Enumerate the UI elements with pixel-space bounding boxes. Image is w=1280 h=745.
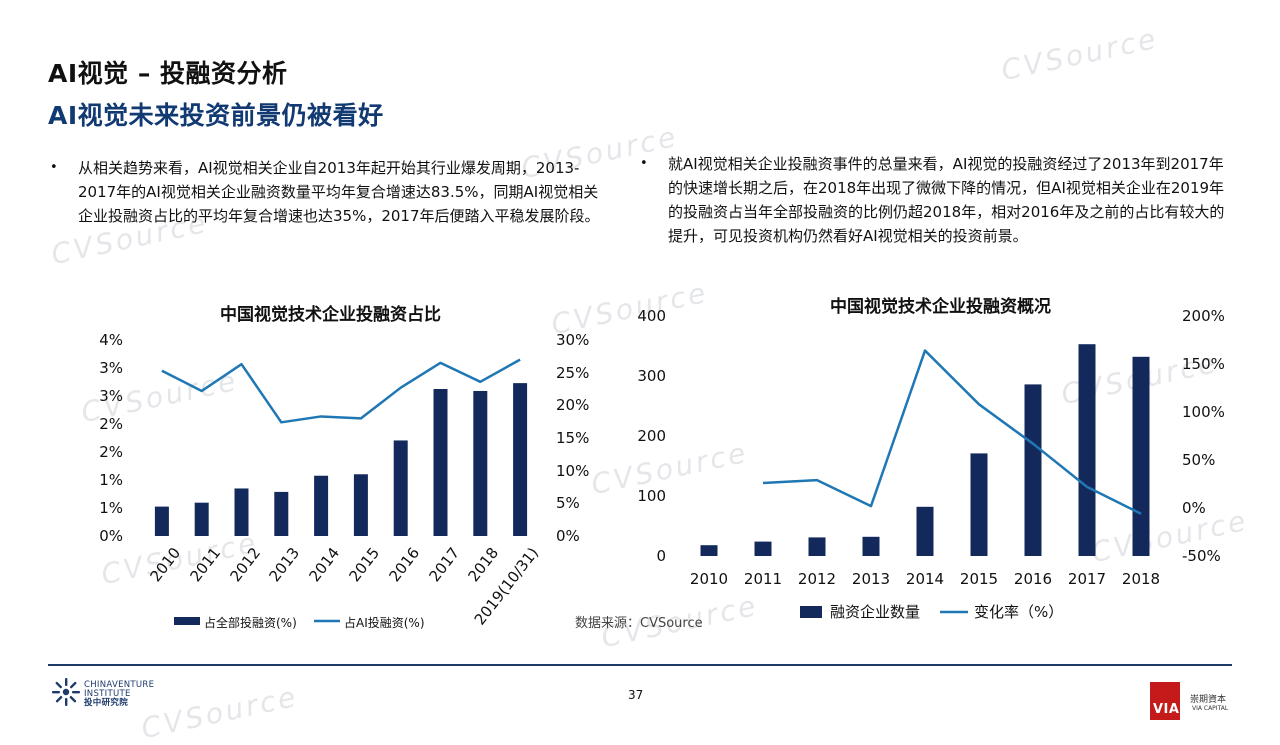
chart2-title: 中国视觉技术企业投融资概况 bbox=[830, 297, 1051, 317]
chart2-legend-line-label: 变化率（%） bbox=[974, 603, 1064, 621]
chart1-line bbox=[161, 358, 521, 424]
bullet-right: • 就AI视觉相关企业投融资事件的总量来看，AI视觉的投融资经过了2013年到2… bbox=[640, 152, 1234, 248]
chart2-right-tick: 0% bbox=[1182, 499, 1206, 517]
chart1-bar bbox=[433, 389, 448, 536]
chart2-bar bbox=[1132, 356, 1150, 556]
chart2-left-tick: 0 bbox=[656, 547, 666, 565]
chinaventure-logo-icon bbox=[52, 678, 80, 706]
chart1-left-tick: 2% bbox=[99, 443, 123, 461]
bullet-left-text: 从相关趋势来看，AI视觉相关企业自2013年起开始其行业爆发周期，2013-20… bbox=[78, 159, 600, 225]
chart2-legend-line-swatch bbox=[940, 610, 968, 614]
chart2-category-tick: 2012 bbox=[797, 570, 837, 588]
chart1-bar bbox=[154, 506, 169, 536]
chart2-bar bbox=[1024, 384, 1042, 556]
bullet-left: • 从相关趋势来看，AI视觉相关企业自2013年起开始其行业爆发周期，2013-… bbox=[50, 156, 612, 228]
chart1-plot bbox=[154, 358, 528, 536]
chart2-category-tick: 2018 bbox=[1121, 570, 1161, 588]
chart2-category-tick: 2010 bbox=[689, 570, 729, 588]
chart2-bar bbox=[862, 536, 880, 556]
chart2-category-tick: 2015 bbox=[959, 570, 999, 588]
chart2-category-tick: 2013 bbox=[851, 570, 891, 588]
chart2-category-tick: 2011 bbox=[743, 570, 783, 588]
chart1-left-tick: 3% bbox=[99, 387, 123, 405]
via-logo bbox=[1150, 682, 1180, 720]
chart1-left-tick: 0% bbox=[99, 527, 123, 545]
chart1-legend-bar-label: 占全部投融资(%) bbox=[204, 616, 297, 630]
chart-investment-overview: 中国视觉技术企业投融资概况 400 300 200 100 0 200% 150% 100%… bbox=[637, 297, 1225, 621]
chart1-right-tick: 25% bbox=[556, 363, 590, 382]
chart2-right-tick: -50% bbox=[1182, 547, 1221, 565]
chart2-right-tick: 50% bbox=[1182, 451, 1216, 469]
bullet-right-text: 就AI视觉相关企业投融资事件的总量来看，AI视觉的投融资经过了2013年到201… bbox=[668, 155, 1225, 245]
chart2-bar bbox=[1078, 344, 1096, 556]
chart2-left-tick: 200 bbox=[637, 427, 666, 445]
chart1-left-tick: 1% bbox=[99, 499, 123, 517]
chart2-category-tick: 2016 bbox=[1013, 570, 1053, 588]
chart1-bar bbox=[513, 383, 528, 536]
chart1-bar bbox=[393, 440, 408, 536]
chart1-bar bbox=[234, 488, 249, 536]
page-number: 37 bbox=[628, 688, 644, 702]
data-source: 数据来源：CVSource bbox=[575, 616, 703, 631]
watermark: CVSource bbox=[138, 679, 302, 745]
chart1-legend-line-label: 占AI投融资(%) bbox=[344, 616, 425, 630]
chart1-bar bbox=[194, 502, 209, 536]
chart1-title: 中国视觉技术企业投融资占比 bbox=[220, 305, 441, 325]
chart2-bar bbox=[916, 506, 934, 556]
chart2-bar bbox=[754, 541, 772, 556]
page-subtitle: AI视觉未来投资前景仍被看好 bbox=[48, 101, 384, 130]
chart1-left-tick: 2% bbox=[99, 415, 123, 433]
chart1-right-tick: 10% bbox=[556, 461, 590, 480]
chart2-category-tick: 2017 bbox=[1067, 570, 1107, 588]
chart1-right-tick: 5% bbox=[556, 494, 580, 513]
chart2-right-tick: 200% bbox=[1182, 307, 1225, 325]
bullet-dot: • bbox=[50, 160, 58, 175]
chart2-category-tick: 2014 bbox=[905, 570, 945, 588]
chart2-left-tick: 100 bbox=[637, 487, 666, 505]
logo-line1: CHINAVENTURE bbox=[84, 680, 155, 690]
chart2-bar bbox=[970, 453, 988, 556]
chart2-line bbox=[762, 349, 1142, 515]
logo-line3: 投中研究院 bbox=[84, 698, 129, 708]
chart1-legend-line-swatch bbox=[314, 619, 340, 623]
chart2-legend-bar-swatch bbox=[800, 606, 822, 618]
chart2-bar bbox=[808, 537, 826, 556]
chart2-left-tick: 400 bbox=[637, 307, 666, 325]
chart1-right-tick: 0% bbox=[556, 527, 580, 545]
chart1-left-tick: 4% bbox=[99, 331, 123, 349]
chart2-right-tick: 150% bbox=[1182, 355, 1225, 373]
logo-line2: INSTITUTE bbox=[84, 689, 131, 699]
via-logo-text: VIA bbox=[1153, 702, 1180, 717]
chart2-left-tick: 300 bbox=[637, 367, 666, 385]
chart1-bar bbox=[314, 475, 329, 536]
chart1-left-tick: 3% bbox=[99, 359, 123, 377]
chart1-bar bbox=[353, 474, 368, 536]
chart2-right-tick: 100% bbox=[1182, 403, 1225, 421]
chart1-bar bbox=[274, 491, 289, 536]
bullet-dot: • bbox=[640, 156, 648, 171]
chart1-right-tick: 15% bbox=[556, 429, 590, 447]
page-title: AI视觉 – 投融资分析 bbox=[48, 59, 288, 88]
chart-investment-share: 中国视觉技术企业投融资占比 4% 3% 3% 2% 2% 1% 1% 0% 30% 25% 20%… bbox=[0, 0, 640, 660]
chart1-right-tick: 30% bbox=[556, 331, 590, 349]
footer-divider bbox=[48, 664, 1232, 666]
chart1-bar bbox=[473, 390, 488, 536]
chart1-left-tick: 1% bbox=[99, 471, 123, 489]
via-capital-en: VIA CAPITAL bbox=[1192, 705, 1229, 712]
chart2-plot bbox=[700, 344, 1150, 556]
chart1-legend-bar-swatch bbox=[174, 617, 200, 625]
chart1-right-tick: 20% bbox=[556, 396, 590, 415]
chart2-bar bbox=[700, 545, 718, 556]
chart2-legend-bar-label: 融资企业数量 bbox=[830, 603, 921, 621]
via-capital-cn: 崇期資本 bbox=[1190, 695, 1227, 705]
